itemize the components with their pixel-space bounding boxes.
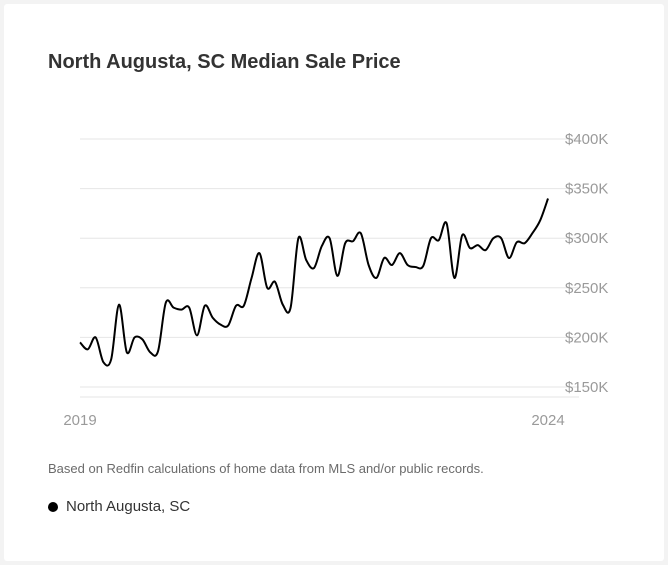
- chart-title: North Augusta, SC Median Sale Price: [48, 51, 401, 73]
- legend-marker: [48, 501, 58, 512]
- y-tick-label: $300K: [565, 230, 608, 247]
- legend: North Augusta, SC: [48, 498, 190, 515]
- y-tick-label: $400K: [565, 131, 608, 148]
- x-tick-label: 2024: [531, 412, 564, 429]
- x-tick-label: 2019: [63, 412, 96, 429]
- y-tick-label: $350K: [565, 181, 608, 198]
- y-tick-label: $200K: [565, 329, 608, 346]
- legend-label: North Augusta, SC: [66, 498, 191, 515]
- series-line: [79, 198, 549, 367]
- data-source-note: Based on Redfin calculations of home dat…: [48, 461, 484, 476]
- y-tick-label: $150K: [565, 379, 608, 396]
- line-chart: $150K $200K $250K $300K $350K $400K 2019 2024: [63, 131, 608, 429]
- y-tick-label: $250K: [565, 280, 608, 297]
- chart-card: North Augusta, SC Median Sale Price $150…: [4, 4, 664, 561]
